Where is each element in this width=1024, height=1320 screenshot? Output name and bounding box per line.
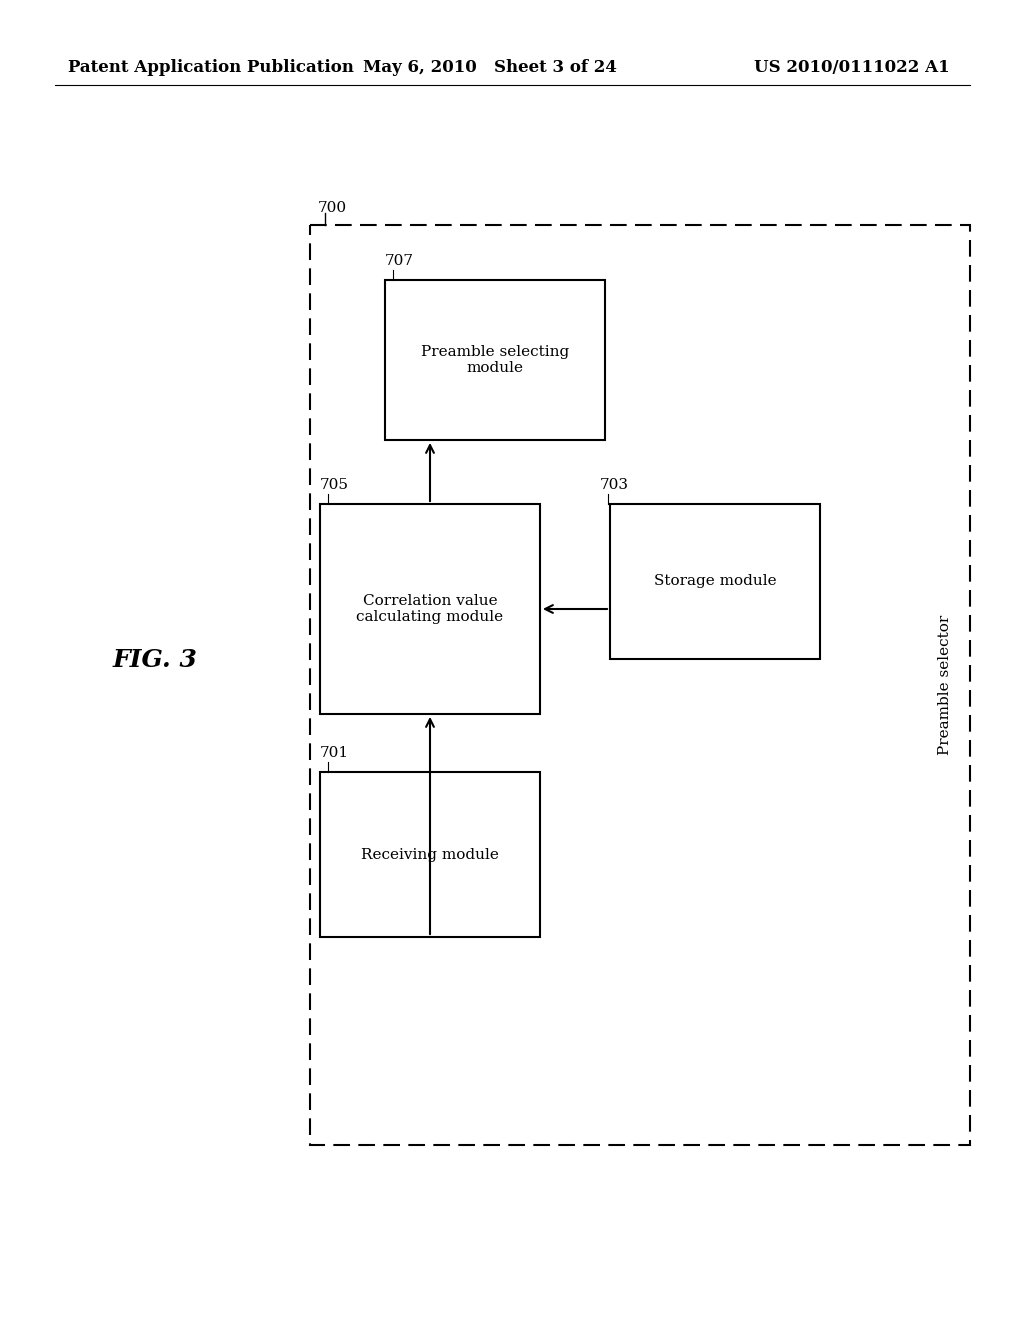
Text: US 2010/0111022 A1: US 2010/0111022 A1 — [755, 59, 950, 77]
Text: FIG. 3: FIG. 3 — [113, 648, 198, 672]
Text: Patent Application Publication: Patent Application Publication — [68, 59, 354, 77]
Bar — [610, 504, 820, 659]
Text: 707: 707 — [385, 253, 414, 268]
Text: Storage module: Storage module — [653, 574, 776, 589]
Text: Preamble selector: Preamble selector — [938, 615, 952, 755]
Text: Receiving module: Receiving module — [361, 847, 499, 862]
Bar — [319, 772, 540, 937]
Text: 701: 701 — [319, 746, 349, 760]
Text: Preamble selecting
module: Preamble selecting module — [421, 345, 569, 375]
Text: May 6, 2010   Sheet 3 of 24: May 6, 2010 Sheet 3 of 24 — [364, 59, 616, 77]
Text: 705: 705 — [319, 478, 349, 492]
Text: 703: 703 — [600, 478, 629, 492]
Bar — [385, 280, 605, 440]
Text: Correlation value
calculating module: Correlation value calculating module — [356, 594, 504, 624]
Bar — [319, 504, 540, 714]
Bar — [310, 224, 970, 1144]
Text: 700: 700 — [318, 201, 347, 215]
